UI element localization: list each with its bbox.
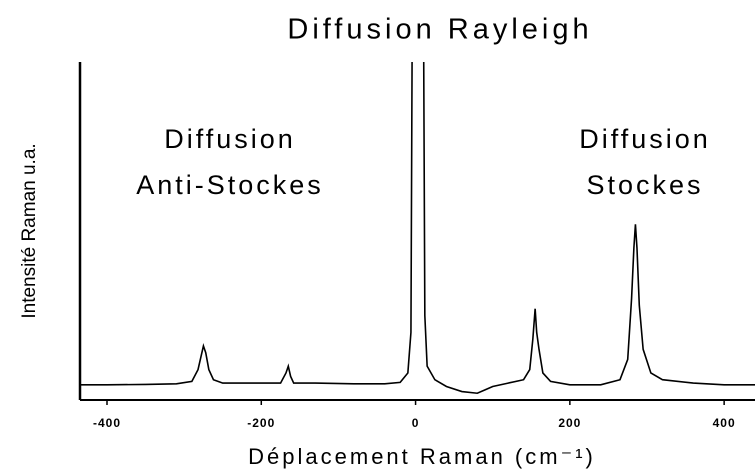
x-tick-label: 400 [713,416,736,430]
chart-title: Diffusion Rayleigh [287,14,592,46]
annotation: Diffusion [164,124,296,154]
x-tick-label: -200 [247,416,275,430]
annotation: Stockes [586,170,703,200]
x-tick-label: 200 [558,416,581,430]
annotation: Anti-Stockes [136,170,324,200]
x-tick-label: -400 [93,416,121,430]
spectrum-line [80,62,755,395]
y-axis-label: Intensité Raman u.a. [19,143,40,318]
x-tick-label: 0 [412,416,420,430]
x-axis-label: Déplacement Raman (cm⁻¹) [248,444,596,469]
annotation: Diffusion [579,124,711,154]
